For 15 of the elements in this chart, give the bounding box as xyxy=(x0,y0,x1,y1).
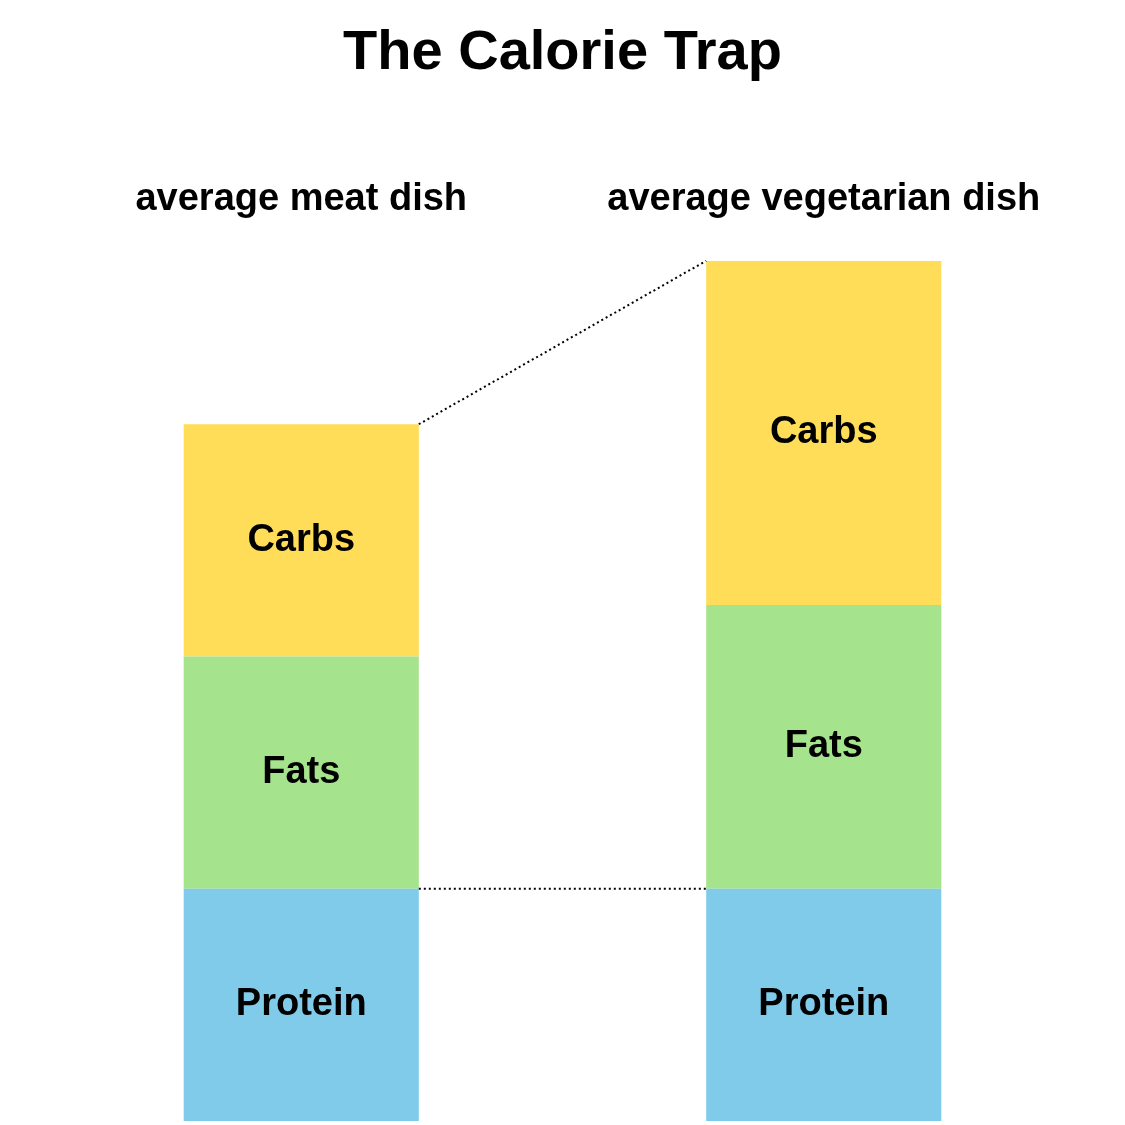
bar xyxy=(706,888,942,1121)
series-label: Protein xyxy=(758,981,890,1024)
text: Fats xyxy=(262,749,341,792)
bar xyxy=(706,260,942,605)
bar xyxy=(183,888,419,1121)
series-label: Fats xyxy=(784,723,863,766)
text: Protein xyxy=(235,981,367,1024)
text: Carbs xyxy=(247,516,356,559)
x-tick-label: average meat dish xyxy=(135,176,468,219)
chart-title: The Calorie Trap xyxy=(343,18,782,82)
bar xyxy=(706,604,942,889)
series-label: Carbs xyxy=(769,409,878,452)
bar xyxy=(183,656,419,889)
bar xyxy=(183,424,419,657)
x-tick-label: average vegetarian dish xyxy=(607,176,1041,219)
